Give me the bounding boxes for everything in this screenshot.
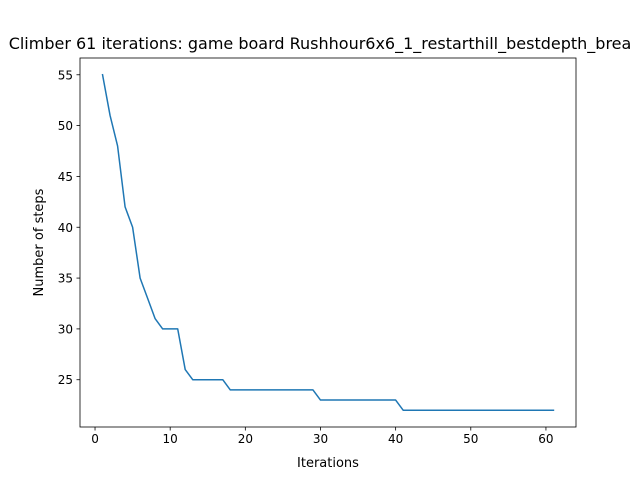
x-tick-label: 30 <box>313 432 328 446</box>
y-tick-label: 40 <box>58 221 73 235</box>
plot-frame <box>79 57 577 428</box>
y-tick-label: 25 <box>58 373 73 387</box>
x-tick-label: 10 <box>163 432 178 446</box>
axis-ticks: 0 10 20 30 40 50 60 25 30 35 40 45 50 55 <box>58 68 554 446</box>
x-tick-label: 50 <box>463 432 478 446</box>
y-tick-label: 35 <box>58 272 73 286</box>
y-tick-label: 55 <box>58 68 73 82</box>
x-tick-label: 0 <box>91 432 99 446</box>
series-line <box>101 73 555 411</box>
x-axis-label: Iterations <box>297 456 359 471</box>
y-axis-label: Number of steps <box>32 188 47 296</box>
y-tick-label: 50 <box>58 119 73 133</box>
y-tick-label: 30 <box>58 322 73 336</box>
x-tick-label: 60 <box>538 432 553 446</box>
y-tick-label: 45 <box>58 170 73 184</box>
x-tick-label: 40 <box>388 432 403 446</box>
series-layer <box>101 73 555 411</box>
x-tick-label: 20 <box>238 432 253 446</box>
plot-area <box>80 58 576 427</box>
chart-title: Climber 61 iterations: game board Rushho… <box>9 34 632 54</box>
